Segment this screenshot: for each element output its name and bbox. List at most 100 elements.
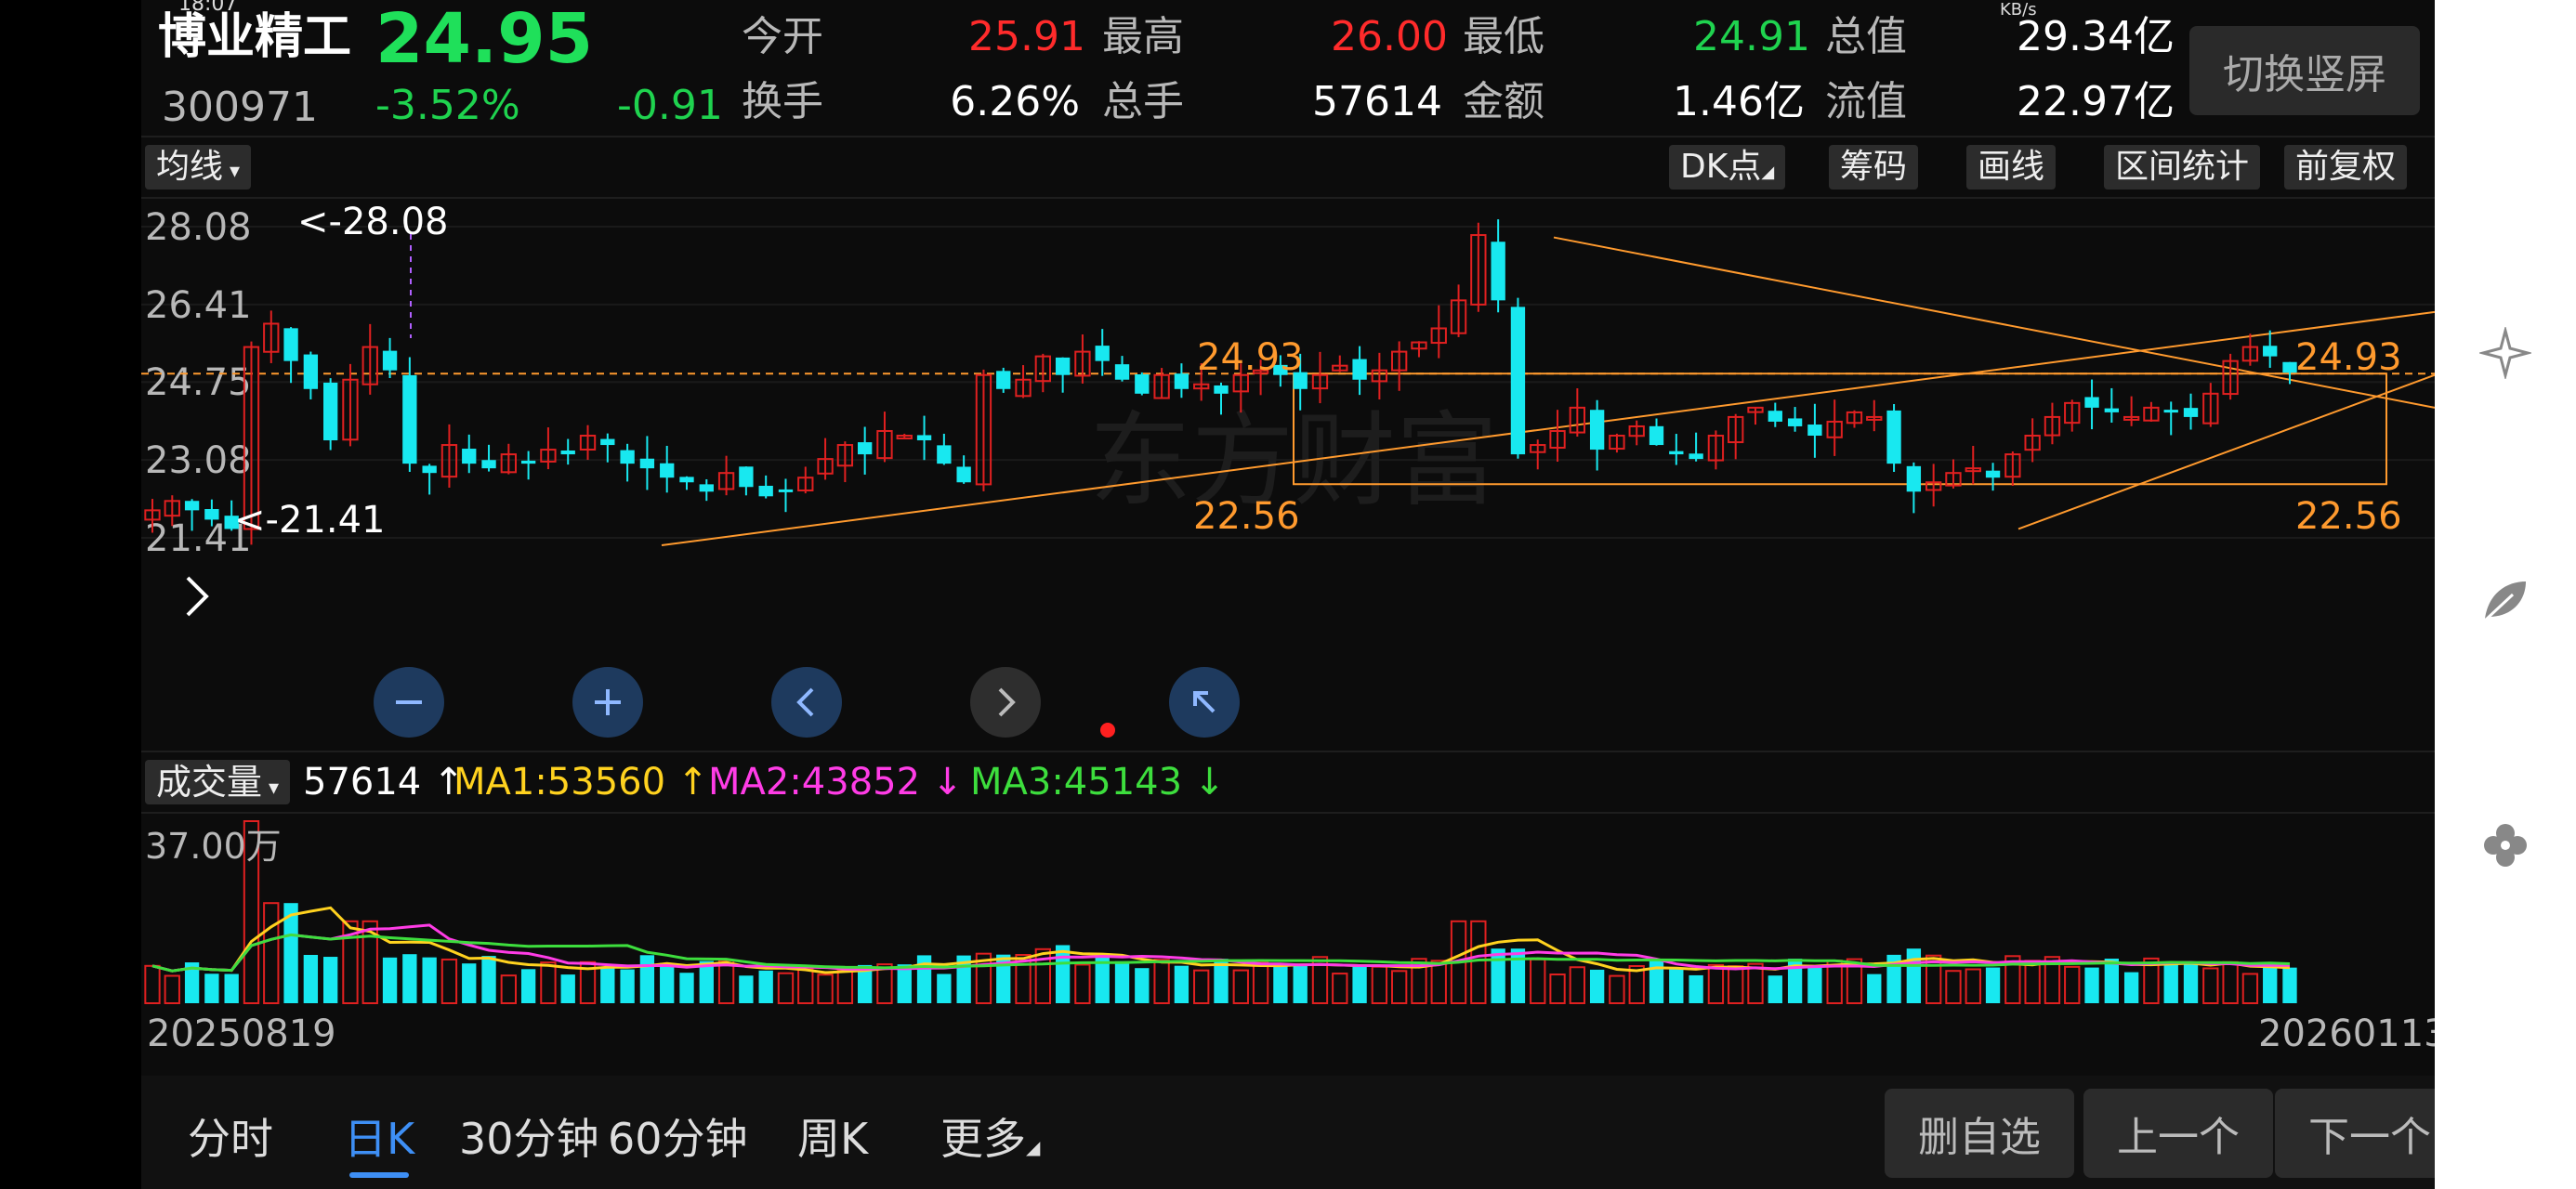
- candle-body: [1728, 415, 1744, 444]
- candle-body: [937, 445, 952, 464]
- candle-body: [2241, 346, 2259, 362]
- indicator-selector[interactable]: 成交量 ▾: [145, 760, 291, 804]
- tab-60min[interactable]: 60分钟: [608, 1114, 748, 1164]
- volume-bar: [1707, 963, 1725, 1004]
- volume-bar: [1945, 970, 1962, 1004]
- volume-bar: [1510, 948, 1526, 1003]
- volume-bar: [600, 967, 615, 1003]
- candle-body: [1491, 242, 1505, 301]
- remove-watchlist-button[interactable]: 删自选: [1885, 1089, 2074, 1178]
- candle-body: [1293, 372, 1308, 389]
- volume-bar: [2282, 967, 2297, 1003]
- dk-point-button[interactable]: DK点◢: [1669, 145, 1786, 189]
- volume-bar: [717, 959, 735, 1004]
- volume-bar: [342, 920, 359, 1004]
- volume-bar: [1747, 962, 1764, 1004]
- candle-body: [164, 500, 180, 517]
- candle-body: [1232, 373, 1249, 393]
- switch-portrait-button[interactable]: 切换竖屏: [2189, 26, 2420, 115]
- volume-bar: [144, 964, 161, 1005]
- candle-body: [2282, 361, 2297, 373]
- chips-button[interactable]: 筹码: [1829, 145, 1919, 189]
- candle-body: [2024, 435, 2041, 451]
- candle-body: [481, 460, 496, 469]
- volume-bar: [462, 963, 477, 1003]
- sparkle-icon[interactable]: [2477, 325, 2533, 381]
- corner-triangle-icon: ◢: [1026, 1136, 1041, 1158]
- reset-position-button[interactable]: [1169, 667, 1240, 738]
- candle-body: [1114, 364, 1130, 380]
- candle-body: [2263, 346, 2278, 357]
- scroll-right-button[interactable]: [970, 667, 1041, 738]
- candle-body: [1214, 385, 1229, 394]
- candle-body: [2202, 392, 2219, 425]
- volume-ma-line: [151, 933, 2291, 973]
- candle-body: [639, 458, 655, 469]
- candle-body: [1965, 467, 1981, 473]
- volume-bar: [797, 967, 814, 1005]
- candle-body: [2084, 397, 2099, 408]
- candle-body: [1549, 429, 1566, 449]
- candle-body: [1768, 411, 1782, 422]
- volume-bar: [1311, 956, 1329, 1004]
- arrow-up-left-icon: [1193, 691, 1216, 713]
- volume-bar: [1728, 965, 1744, 1004]
- ma-selector[interactable]: 均线 ▾: [145, 145, 252, 189]
- candle-body: [382, 350, 398, 371]
- candle-body: [1609, 435, 1625, 451]
- candle-body: [1826, 420, 1843, 438]
- volume-bar: [1391, 970, 1408, 1005]
- volume-bar: [1787, 959, 1803, 1003]
- clover-icon[interactable]: [2477, 817, 2533, 873]
- leaf-icon[interactable]: [2477, 572, 2533, 628]
- candle-body: [1747, 406, 1764, 413]
- volume-bar: [204, 973, 219, 1003]
- candle-body: [2222, 359, 2239, 396]
- volume-bar: [263, 902, 280, 1004]
- candle-body: [462, 449, 477, 464]
- tab-daily-k[interactable]: 日K: [344, 1114, 415, 1164]
- candle-body: [1174, 373, 1189, 389]
- next-stock-button[interactable]: 下一个: [2275, 1089, 2464, 1178]
- volume-bar: [1174, 965, 1189, 1003]
- range-stats-button[interactable]: 区间统计: [2104, 145, 2261, 189]
- candle-body: [876, 429, 893, 460]
- zoom-in-button[interactable]: [572, 667, 643, 738]
- chevron-right-icon: [998, 687, 1016, 717]
- tab-intraday[interactable]: 分时: [188, 1114, 273, 1164]
- volume-bar: [402, 954, 417, 1003]
- volume-bar: [817, 973, 834, 1004]
- volume-ma3: MA3:45143 ↓: [970, 761, 1226, 804]
- tab-30min[interactable]: 30分钟: [459, 1114, 599, 1164]
- volume-bar: [2241, 973, 2259, 1005]
- candle-body: [560, 451, 575, 455]
- previous-stock-button[interactable]: 上一个: [2083, 1089, 2273, 1178]
- volume-bar: [2064, 965, 2081, 1004]
- volume-bar: [739, 975, 754, 1003]
- volume-bar: [303, 955, 319, 1003]
- stock-app: 18:07 KB/s 博业精工 24.95 300971 -3.52% -0.9…: [141, 0, 2464, 1189]
- candle-body: [204, 509, 219, 520]
- volume-bar: [481, 956, 496, 1003]
- candle-body: [263, 322, 280, 353]
- scroll-left-button[interactable]: [771, 667, 842, 738]
- candle-body: [1332, 364, 1348, 372]
- expand-left-icon[interactable]: [178, 568, 216, 624]
- candle-body: [996, 371, 1011, 389]
- volume-chart[interactable]: 37.00万: [141, 814, 2435, 1005]
- volume-bar: [2123, 972, 2139, 1003]
- volume-bar: [1232, 969, 1249, 1004]
- dk-point-label: DK点: [1680, 148, 1762, 186]
- volume-bar: [660, 962, 675, 1003]
- volume-bar: [836, 969, 854, 1004]
- tab-more[interactable]: 更多◢: [940, 1105, 1040, 1167]
- draw-line-button[interactable]: 画线: [1966, 145, 2057, 189]
- candle-body: [342, 378, 359, 441]
- volume-bar: [1015, 954, 1032, 1004]
- tab-weekly-k[interactable]: 周K: [797, 1114, 869, 1164]
- zoom-out-button[interactable]: [374, 667, 444, 738]
- volume-bar: [2143, 957, 2160, 1005]
- forward-adjust-button[interactable]: 前复权: [2284, 145, 2408, 189]
- candle-body: [224, 516, 239, 529]
